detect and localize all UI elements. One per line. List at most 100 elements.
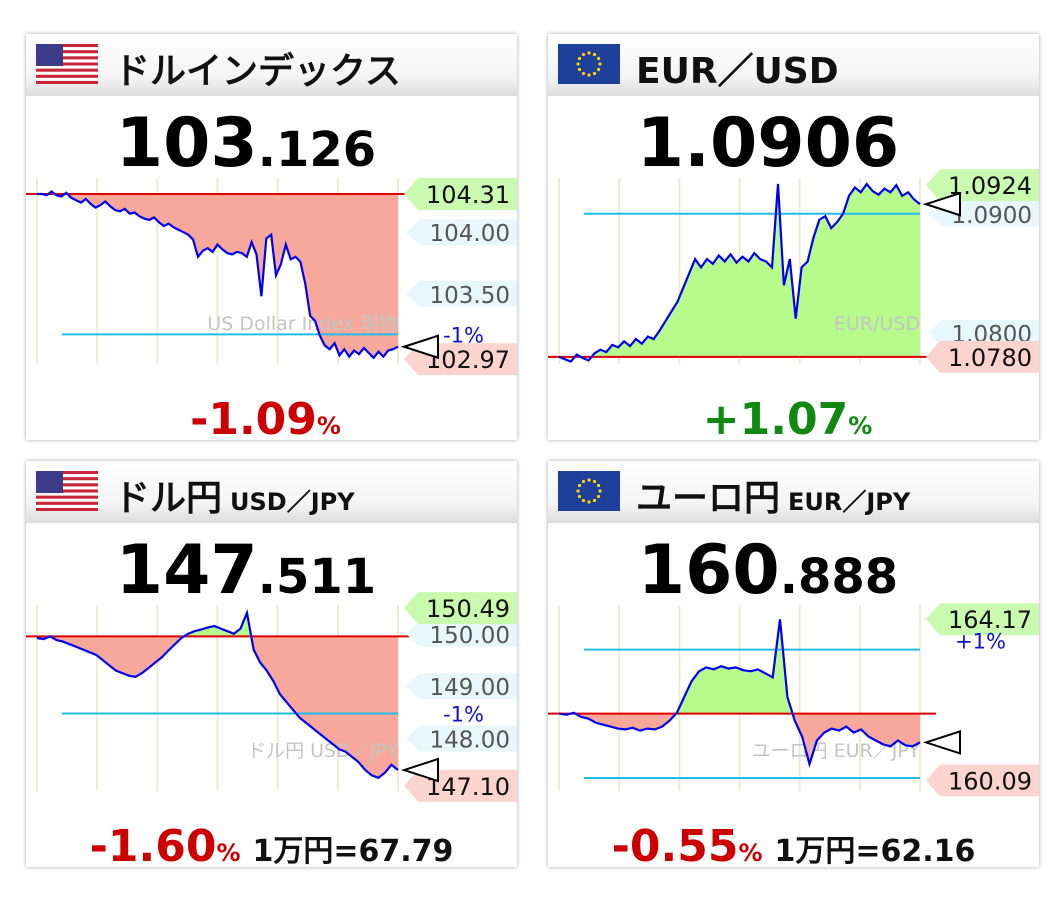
change-percent: -1.60% 1万円=67.79 (89, 821, 454, 867)
flag-star (581, 52, 586, 57)
high-tag-bg (404, 592, 517, 625)
flag-stripe (36, 471, 98, 475)
flag-canton (36, 471, 63, 493)
flag-star (576, 489, 580, 493)
flag-stripe (36, 486, 98, 490)
high-tag: 150.49 (404, 592, 517, 625)
high-tag-bg (926, 169, 1039, 202)
low-tag-text: 147.10 (426, 773, 510, 801)
price-line (558, 182, 921, 363)
unit-price-text: 1万円=62.16 (774, 834, 976, 867)
price-chart: ドル円 USD／JPY 150.00 149.00 148.00 150.49 147.1… (26, 592, 517, 802)
flag-star (577, 483, 582, 488)
area-fill-down (559, 713, 920, 765)
flag-field (558, 44, 620, 84)
high-tag-text: 150.49 (426, 595, 510, 623)
flag-star (587, 73, 591, 77)
panel-header: ユーロ円 EUR／JPY (548, 461, 1039, 523)
flag-stripe (36, 480, 98, 484)
flag-star (581, 498, 586, 503)
flag-star (592, 498, 597, 503)
low-tag-text: 1.0780 (948, 344, 1032, 372)
flag-stripe (36, 489, 98, 493)
flag-stripe (36, 56, 98, 60)
current-price-marker (922, 730, 961, 755)
flag-stripe (36, 50, 98, 54)
area-fill-down (37, 636, 398, 778)
low-tag-bg (926, 340, 1039, 373)
flag-stripe (36, 77, 98, 82)
change-percent: -0.55% 1万円=62.16 (611, 821, 976, 867)
chart-watermark: EUR/USD (834, 313, 920, 335)
tick-label: 1.0900 (952, 203, 1032, 229)
current-price: 1.0906 (636, 104, 900, 183)
flag-stripe (36, 474, 98, 478)
tick-label: 150.00 (430, 623, 510, 649)
change-percent: +1.07% (702, 394, 873, 440)
flag-stripe (36, 501, 98, 506)
flag-stripe (36, 492, 98, 496)
price-line (558, 619, 921, 769)
panel-title: ドル円 USD／JPY (114, 478, 355, 519)
us-flag-icon (36, 471, 98, 511)
low-tag-bg (926, 764, 1039, 797)
price-line (36, 609, 399, 780)
eu-flag-icon (558, 44, 620, 84)
flag-star (592, 479, 597, 484)
low-tag-text: 102.97 (426, 346, 510, 374)
tick-bg (406, 673, 517, 700)
change-percent: -1.09% (190, 394, 341, 440)
flag-star (596, 67, 601, 72)
chart-watermark: ユーロ円 EUR／JPY (752, 740, 921, 762)
flag-stripe (36, 62, 98, 66)
low-tag: 160.09 (926, 764, 1039, 797)
current-price-marker (400, 757, 439, 783)
us-flag-icon (36, 44, 98, 84)
pct-label: +1% (955, 630, 1006, 654)
chart-watermark: ドル円 USD／JPY (247, 740, 398, 762)
high-tag-text: 104.31 (426, 181, 510, 209)
unit-price-text: 1万円=67.79 (252, 834, 454, 867)
flag-canton (36, 44, 63, 66)
tick-bg (406, 725, 517, 752)
tick-bg (406, 219, 517, 246)
high-tag-bg (404, 178, 517, 211)
flag-star (596, 56, 601, 61)
panel-header: ドル円 USD／JPY (26, 461, 517, 523)
flag-star (596, 483, 601, 488)
price-chart: ユーロ円 EUR／JPY 164.17 160.09 +1% (548, 603, 1039, 797)
tick-bg (406, 280, 517, 307)
flag-stripe (36, 477, 98, 481)
flag-star (596, 494, 601, 499)
area-fill (41, 194, 398, 358)
flag-stripe (36, 71, 98, 76)
flag-star (576, 62, 580, 66)
current-price: 160.888 (637, 531, 899, 610)
flag-star (587, 500, 591, 504)
flag-star (581, 479, 586, 484)
high-tag: 104.31 (404, 178, 517, 211)
flag-stripe (36, 65, 98, 69)
high-tag-text: 164.17 (948, 606, 1032, 634)
flag-stripe (36, 74, 98, 79)
flag-star (598, 62, 602, 66)
flag-stripe (36, 504, 98, 509)
panel-header: ドルインデックス (26, 34, 517, 96)
tick-label: 149.00 (430, 675, 510, 701)
tick-bg (928, 320, 1039, 346)
flag-star (587, 478, 591, 482)
current-price-marker (400, 334, 439, 360)
flag-star (577, 56, 582, 61)
high-tag: 1.0924 (926, 169, 1039, 202)
panel-title: ユーロ円 EUR／JPY (636, 478, 911, 519)
tick-label: 148.00 (430, 728, 510, 754)
panel-eur-jpy: ユーロ円 EUR／JPY 160.888 ユーロ円 EUR／JPY 164.17 16… (548, 461, 1039, 867)
current-price: 103.126 (115, 104, 377, 183)
high-tag-text: 1.0924 (948, 172, 1032, 200)
price-line (37, 190, 399, 360)
panel-title: EUR／USD (636, 51, 839, 92)
eu-flag-icon (558, 471, 620, 511)
panel-title: ドルインデックス (114, 51, 401, 92)
flag-star (592, 52, 597, 57)
current-price-marker (922, 191, 961, 217)
